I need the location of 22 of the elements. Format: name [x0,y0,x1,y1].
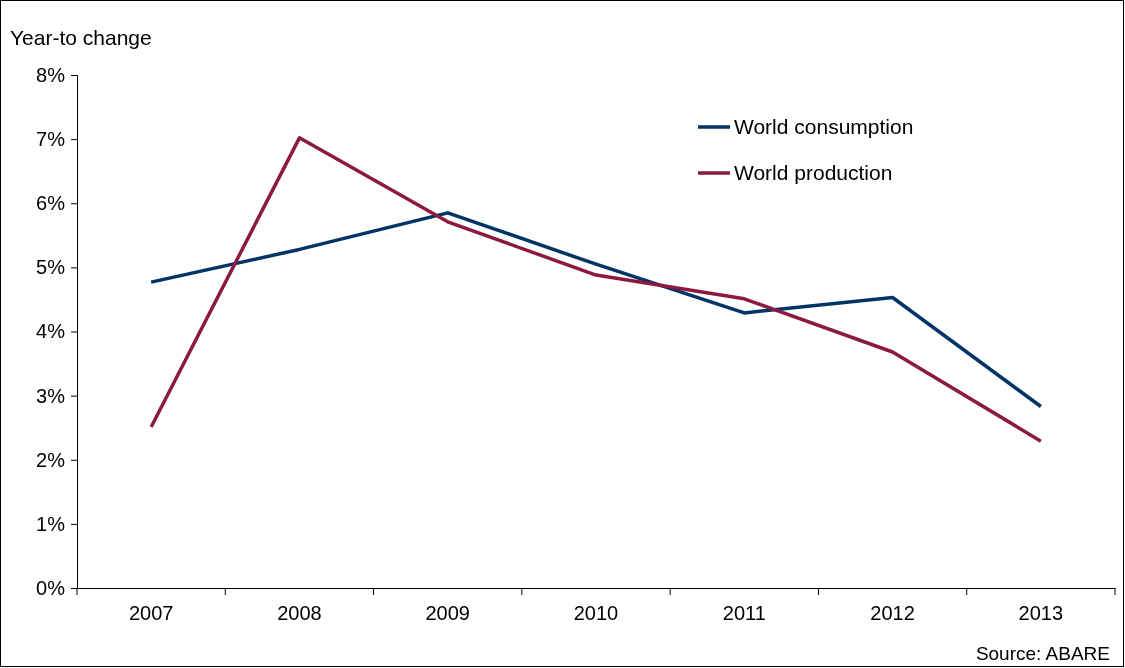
legend-label: World consumption [734,115,914,138]
source-note: Source: ABARE [975,643,1110,664]
x-tick-label: 2012 [870,602,915,625]
y-tick-label: 0% [36,576,66,599]
y-tick-label: 7% [36,128,66,151]
x-tick-label: 2009 [425,602,470,625]
x-tick-label: 2008 [277,602,322,625]
line-series [149,211,1043,409]
legend-label: World production [734,161,893,184]
y-tick-label: 5% [36,256,66,279]
x-tick-label: 2011 [722,602,766,625]
y-tick-label: 6% [36,192,66,215]
y-tick-label: 1% [36,512,66,535]
y-tick-label: 3% [36,384,66,407]
y-tick-label: 2% [36,448,66,471]
x-tick-label: 2007 [128,602,174,625]
y-axis-title: Year-to change [10,26,152,49]
x-tick-label: 2010 [573,602,619,625]
y-tick-label: 8% [36,63,66,86]
y-tick-label: 4% [36,320,66,343]
x-tick-label: 2013 [1018,602,1064,625]
line-series [149,136,1043,443]
